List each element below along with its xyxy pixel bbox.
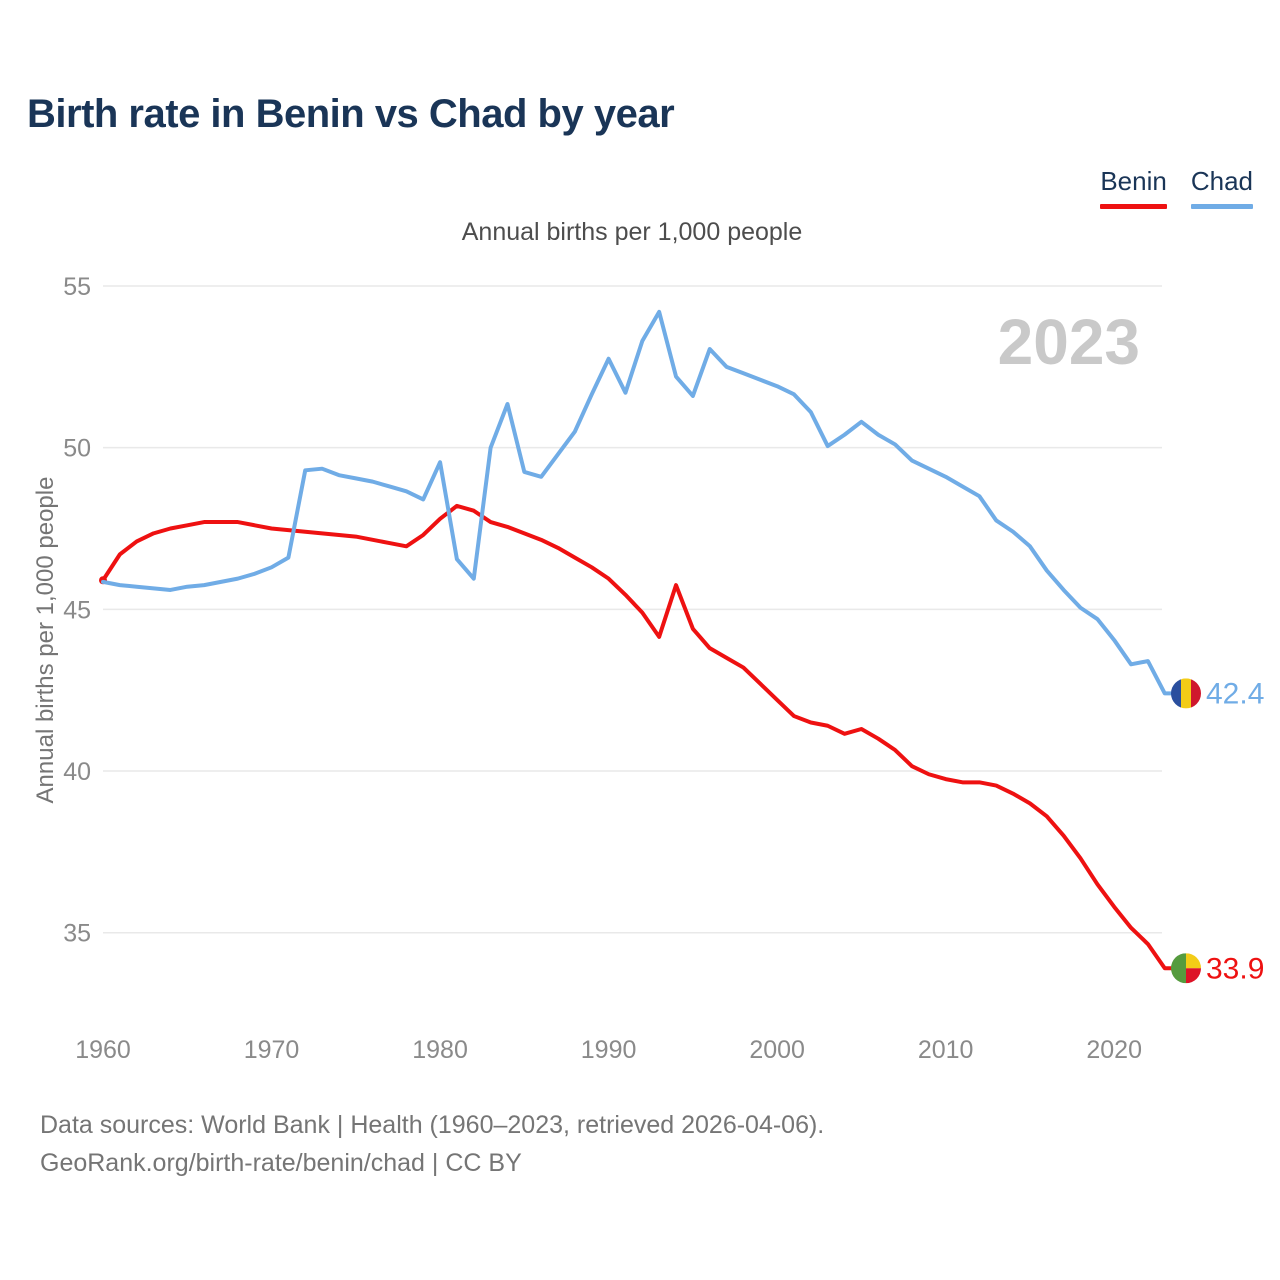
legend-color-bar-benin — [1100, 204, 1167, 209]
x-tick-2010: 2010 — [918, 1036, 974, 1064]
footer: Data sources: World Bank | Health (1960–… — [40, 1106, 824, 1182]
x-tick-1990: 1990 — [581, 1036, 637, 1064]
end-value-benin: 33.9 — [1206, 952, 1264, 985]
y-tick-50: 50 — [63, 435, 91, 463]
y-tick-35: 35 — [63, 920, 91, 948]
legend-label-chad: Chad — [1190, 166, 1253, 196]
line-chad — [101, 309, 1174, 696]
chart-subtitle: Annual births per 1,000 people — [461, 218, 803, 246]
end-value-chad: 42.4 — [1206, 677, 1264, 710]
x-tick-1970: 1970 — [244, 1036, 300, 1064]
x-tick-2000: 2000 — [749, 1036, 805, 1064]
legend-item-benin[interactable]: Benin — [1100, 166, 1167, 209]
y-tick-40: 40 — [63, 758, 91, 786]
watermark-year: 2023 — [998, 306, 1140, 378]
page-title: Birth rate in Benin vs Chad by year — [27, 92, 675, 136]
legend-color-bar-chad — [1190, 204, 1253, 209]
x-tick-2020: 2020 — [1086, 1036, 1142, 1064]
line-benin — [101, 503, 1174, 971]
footer-data-sources: Data sources: World Bank | Health (1960–… — [40, 1111, 825, 1139]
footer-attribution: GeoRank.org/birth-rate/benin/chad | CC B… — [40, 1149, 522, 1177]
benin-flag-dot — [1171, 953, 1201, 984]
x-tick-1980: 1980 — [412, 1036, 468, 1064]
y-tick-55: 55 — [63, 273, 91, 301]
legend-label-benin: Benin — [1100, 166, 1167, 196]
x-tick-1960: 1960 — [75, 1036, 131, 1064]
chad-flag-dot — [1171, 678, 1201, 709]
legend: Benin Chad — [1100, 166, 1253, 209]
legend-item-chad[interactable]: Chad — [1190, 166, 1253, 209]
y-tick-45: 45 — [63, 596, 91, 624]
